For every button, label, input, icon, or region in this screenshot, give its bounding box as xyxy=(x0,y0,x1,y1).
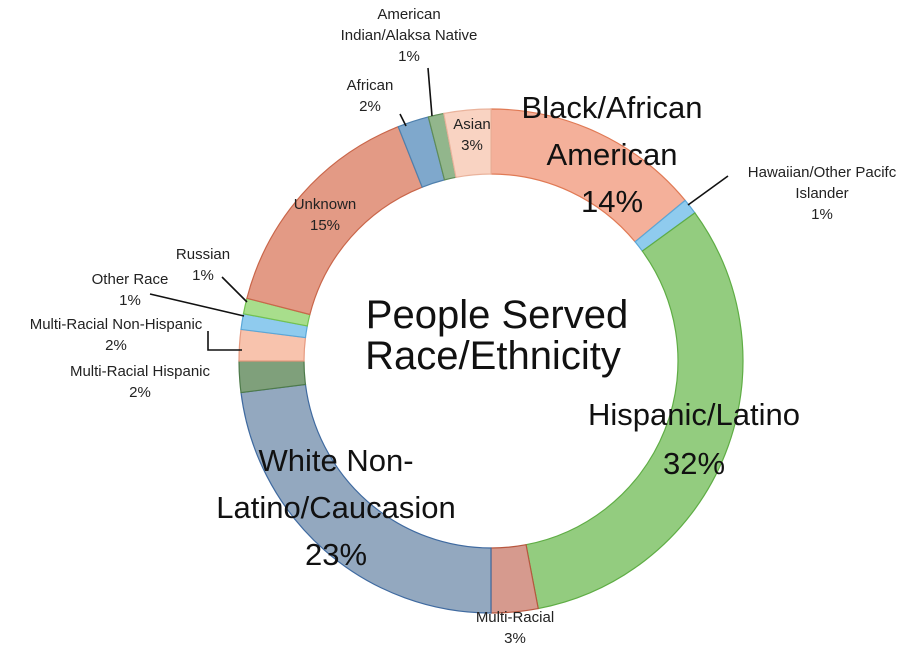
data-label-other-race: Other Race 1% xyxy=(92,271,169,309)
leader-other-race xyxy=(149,293,245,317)
data-label-multi-racial: Multi-Racial 3% xyxy=(476,609,554,647)
chart-title-line-2: Race/Ethnicity xyxy=(365,334,621,378)
data-label-multi-racial-hispanic: Multi-Racial Hispanic 2% xyxy=(70,363,211,401)
donut-slices xyxy=(238,108,744,614)
slice-labels: Black/African American 14% Hawaiian/Other P… xyxy=(30,6,897,647)
leader-russian xyxy=(221,276,248,303)
chart-title-line-1: People Served xyxy=(366,293,628,337)
leader-multi-racial-non-hispanic xyxy=(207,331,242,351)
leader-african xyxy=(399,113,407,127)
data-label-multi-racial-non-hispanic: Multi-Racial Non-Hispanic 2% xyxy=(30,316,203,354)
data-label-asian: Asian 3% xyxy=(453,116,491,154)
slice-asian xyxy=(443,108,492,179)
data-label-russian: Russian 1% xyxy=(176,246,230,284)
data-label-unknown: Unknown 15% xyxy=(294,196,357,234)
data-label-american-indian-alaksa-native: American Indian/Alaksa Native 1% xyxy=(341,6,478,65)
data-label-white-non-latino-caucasion: White Non-Latino/Caucasion 23% xyxy=(216,443,456,572)
data-label-hispanic-latino: Hispanic/Latino 32% xyxy=(588,397,800,481)
leader-lines xyxy=(149,67,729,351)
data-label-hawaiian-other-pacifc-islander: Hawaiian/Other Pacifc Islander 1% xyxy=(748,164,897,223)
slice-black-african-american xyxy=(490,108,687,243)
data-label-african: African 2% xyxy=(347,77,394,115)
slice-hispanic-latino xyxy=(525,212,744,610)
data-label-black-african-american: Black/African American 14% xyxy=(522,90,703,219)
leader-american-indian-alaksa-native xyxy=(427,67,433,117)
leader-hawaiian-other-pacifc-islander xyxy=(687,175,729,206)
